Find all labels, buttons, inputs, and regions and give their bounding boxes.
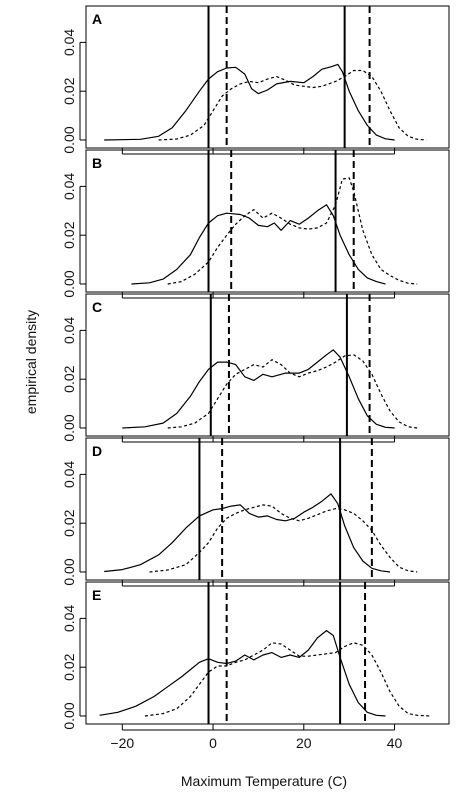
panel-frame bbox=[85, 437, 450, 581]
panel-frame bbox=[85, 149, 450, 293]
y-tick-label: 0.00 bbox=[61, 558, 77, 585]
panel-frame bbox=[85, 581, 450, 725]
solid-density-curve bbox=[122, 349, 395, 429]
y-tick-label: 0.02 bbox=[61, 509, 77, 536]
panel-b: 0.00 0.02 0.04 B bbox=[61, 149, 450, 299]
series-group bbox=[104, 6, 427, 148]
solid-density-curve bbox=[99, 630, 386, 717]
x-tick-label: −20 bbox=[110, 735, 134, 751]
y-tick-label: 0.04 bbox=[61, 317, 77, 344]
panel-frame bbox=[85, 293, 450, 437]
panel-letter: A bbox=[92, 11, 102, 27]
y-tick-label: 0.02 bbox=[61, 221, 77, 248]
dashed-density-curve bbox=[167, 177, 418, 285]
y-tick-label: 0.00 bbox=[61, 126, 77, 153]
panel-a: 0.00 0.02 0.04 A bbox=[61, 5, 450, 155]
x-tick-label: 0 bbox=[209, 735, 217, 751]
solid-density-curve bbox=[131, 204, 386, 285]
y-tick-label: 0.04 bbox=[61, 173, 77, 200]
panel-letter: D bbox=[92, 443, 102, 459]
dashed-density-curve bbox=[158, 69, 427, 141]
y-tick-label: 0.00 bbox=[61, 702, 77, 729]
solid-density-curve bbox=[104, 493, 391, 573]
chart-panels: 0.000.020.04A0.000.020.04B0.000.020.04C0… bbox=[61, 5, 450, 751]
y-tick-label: 0.04 bbox=[61, 461, 77, 488]
y-tick-label: 0.02 bbox=[61, 77, 77, 104]
panel-c: 0.00 0.02 0.04 C bbox=[61, 293, 450, 443]
panel-letter: B bbox=[92, 155, 102, 171]
panel-d: 0.00 0.02 0.04 D bbox=[61, 437, 450, 587]
panel-letter: E bbox=[92, 587, 101, 603]
series-group bbox=[122, 294, 418, 436]
series-group bbox=[99, 582, 431, 724]
dashed-density-curve bbox=[144, 642, 431, 717]
panel-letter: C bbox=[92, 299, 102, 315]
dashed-density-curve bbox=[149, 504, 418, 573]
series-group bbox=[131, 150, 418, 292]
panel-e: 0.00 0.02 0.04 −20 0 20 40 E bbox=[61, 581, 450, 751]
x-tick-label: 20 bbox=[296, 735, 312, 751]
y-tick-label: 0.00 bbox=[61, 270, 77, 297]
y-tick-label: 0.04 bbox=[61, 605, 77, 632]
dashed-density-curve bbox=[167, 354, 418, 429]
y-axis-label: empirical density bbox=[23, 310, 39, 414]
x-tick-label: 40 bbox=[387, 735, 403, 751]
solid-density-curve bbox=[104, 63, 395, 141]
y-tick-label: 0.04 bbox=[61, 29, 77, 56]
x-axis-label: Maximum Temperature (C) bbox=[181, 773, 347, 789]
y-tick-label: 0.02 bbox=[61, 653, 77, 680]
series-group bbox=[104, 438, 418, 580]
y-tick-label: 0.02 bbox=[61, 365, 77, 392]
panel-frame bbox=[85, 5, 450, 149]
y-tick-label: 0.00 bbox=[61, 414, 77, 441]
